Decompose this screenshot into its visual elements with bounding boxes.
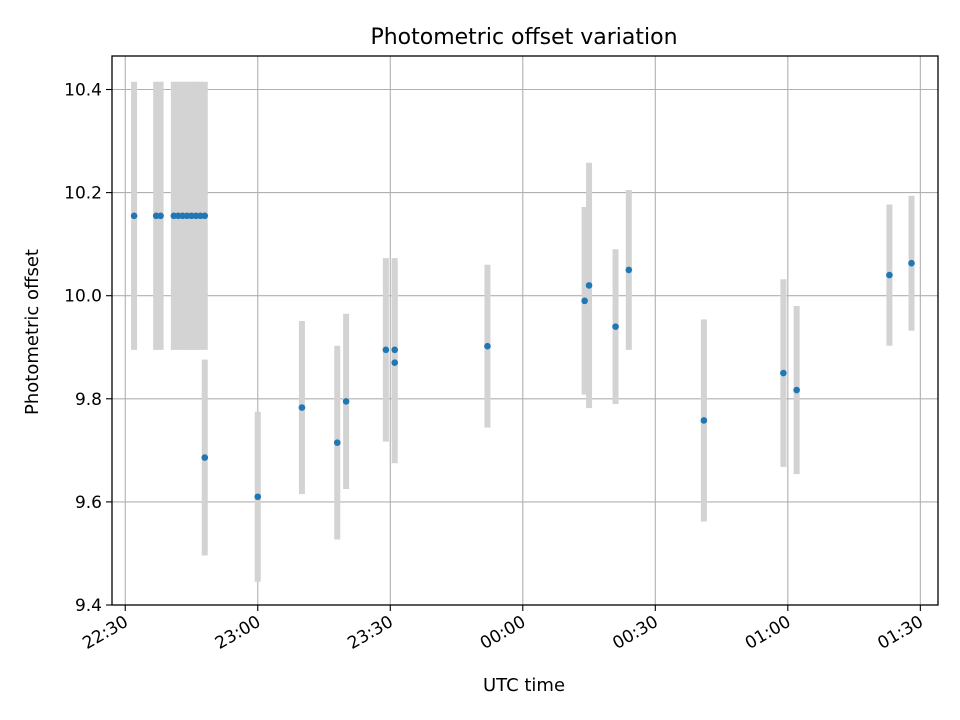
data-point — [585, 282, 593, 289]
x-tick-label: 23:00 — [212, 612, 264, 654]
x-tick-label: 22:30 — [79, 612, 131, 654]
data-point — [780, 369, 787, 377]
chart-title: Photometric offset variation — [370, 25, 677, 50]
y-axis-label: Photometric offset — [22, 249, 43, 415]
y-tick-label: 10.4 — [64, 81, 102, 101]
data-point — [333, 439, 341, 446]
x-tick-label: 00:00 — [477, 612, 529, 654]
data-point — [342, 398, 350, 405]
grid — [112, 56, 938, 606]
y-tick-label: 10.2 — [64, 184, 102, 204]
x-axis-label: UTC time — [483, 675, 565, 696]
y-tick-label: 9.8 — [75, 390, 102, 410]
data-point — [612, 323, 619, 330]
data-point — [157, 212, 164, 220]
data-point — [201, 212, 209, 220]
y-tick-label: 10.0 — [64, 287, 102, 307]
y-tick-label: 9.6 — [75, 493, 102, 513]
data-point — [700, 417, 708, 424]
data-point — [484, 342, 491, 350]
y-tick-label: 9.4 — [75, 596, 102, 616]
data-point — [908, 259, 915, 267]
data-point — [625, 266, 633, 274]
data-point — [298, 404, 306, 411]
data-point — [391, 359, 398, 367]
data-points — [130, 212, 915, 501]
data-point — [581, 297, 588, 305]
data-point — [130, 212, 138, 220]
data-point — [382, 346, 390, 354]
data-point — [793, 386, 800, 394]
x-tick-label: 00:30 — [609, 612, 661, 654]
data-point — [201, 454, 209, 461]
x-tick-label: 23:30 — [344, 612, 396, 654]
plot-frame — [111, 55, 939, 606]
data-point — [254, 493, 262, 501]
x-tick-label: 01:30 — [874, 612, 926, 654]
data-point — [391, 346, 398, 354]
x-tick-label: 01:00 — [742, 612, 794, 654]
data-point — [886, 271, 893, 279]
